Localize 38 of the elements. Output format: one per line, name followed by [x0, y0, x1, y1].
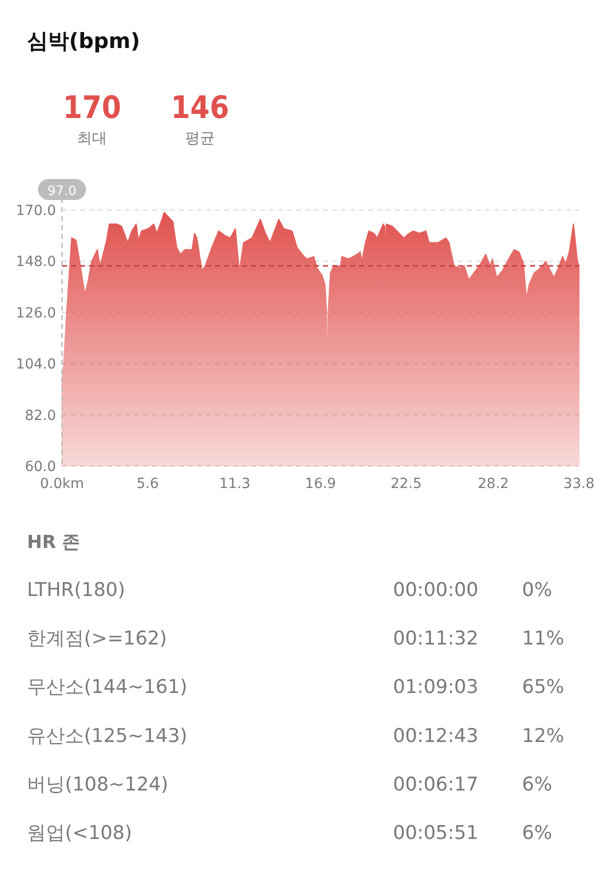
x-tick-label: 11.3 — [219, 476, 250, 492]
text: 00:12:43 — [393, 724, 478, 747]
text: 6% — [522, 773, 552, 796]
text: 최대 — [77, 129, 107, 147]
y-tick-label: 126.0 — [16, 305, 56, 322]
chart-title: 심박(bpm) — [27, 29, 140, 53]
text: 평균 — [185, 129, 215, 147]
y-tick-label: 82.0 — [24, 408, 56, 424]
y-tick-label: 170.0 — [16, 203, 56, 219]
text: HR 존 — [27, 532, 80, 553]
text: 한계점(>=162) — [27, 628, 167, 650]
x-tick-label: 33.8 — [563, 476, 595, 492]
text: 6% — [522, 822, 552, 844]
text: 97.0 — [48, 184, 76, 199]
x-tick-label: 28.2 — [478, 476, 509, 492]
text: 00:11:32 — [393, 628, 478, 650]
text: 버닝(108~124) — [27, 773, 168, 796]
text: 유산소(125~143) — [27, 724, 188, 747]
x-tick-label: 0.0km — [40, 476, 84, 492]
text: 00:06:17 — [393, 773, 478, 796]
text: 00:05:51 — [393, 822, 478, 844]
text: 웜업(<108) — [27, 822, 132, 844]
y-tick-label: 148.0 — [16, 254, 56, 270]
x-tick-label: 22.5 — [390, 476, 422, 492]
x-tick-label: 5.6 — [136, 476, 159, 492]
y-tick-label: 104.0 — [16, 356, 56, 373]
text: 11% — [522, 628, 564, 650]
text: 65% — [522, 676, 564, 698]
text: 12% — [522, 724, 564, 747]
text: 무산소(144~161) — [27, 676, 188, 698]
text: 0% — [522, 579, 552, 601]
x-tick-label: 16.9 — [304, 476, 336, 492]
text: 170 — [62, 90, 122, 126]
y-tick-label: 60.0 — [24, 459, 56, 475]
text: 01:09:03 — [393, 676, 478, 698]
text: 00:00:00 — [393, 579, 478, 601]
text: 146 — [170, 90, 230, 126]
text: LTHR(180) — [27, 579, 126, 601]
